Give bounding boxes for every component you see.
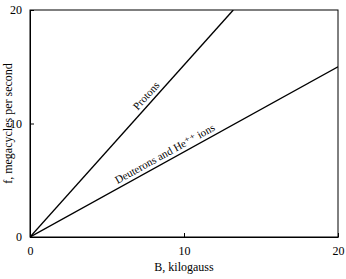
- chart-svg: 0102001020ProtonsDeuterons and He⁺⁺ ions…: [0, 0, 346, 279]
- tick-label: 10: [179, 244, 191, 258]
- tick-label: 20: [10, 3, 22, 17]
- tick-mark: [30, 10, 34, 11]
- y-axis-title: f, megacycles per second: [1, 63, 15, 184]
- axis-line: [31, 237, 339, 238]
- series-line: [30, 67, 338, 237]
- tick-label: 0: [28, 244, 34, 258]
- plot-area: 0102001020ProtonsDeuterons and He⁺⁺ ions: [10, 3, 345, 257]
- lines: [30, 10, 338, 237]
- tick: 20: [333, 233, 345, 258]
- tick-mark: [30, 124, 34, 125]
- tick-label: 0: [16, 230, 22, 244]
- series-labels: Protons Deuterons and He⁺⁺ ions: [113, 79, 217, 186]
- tick-mark: [184, 233, 185, 237]
- tick-mark: [338, 233, 339, 237]
- tick-label: 20: [333, 244, 345, 258]
- tick-mark: [30, 237, 34, 238]
- x-axis-title: B, kilogauss: [154, 260, 214, 274]
- plot-frame: [30, 10, 338, 237]
- series-label: Protons: [130, 79, 161, 112]
- tick: 20: [10, 3, 34, 17]
- series-label: Deuterons and He⁺⁺ ions: [113, 121, 217, 186]
- series-line: [30, 10, 233, 237]
- tick: 0: [16, 230, 34, 244]
- tick: 10: [179, 233, 191, 258]
- chart-container: 0102001020ProtonsDeuterons and He⁺⁺ ions…: [0, 0, 346, 279]
- x-axis: 0 10 20: [28, 233, 345, 258]
